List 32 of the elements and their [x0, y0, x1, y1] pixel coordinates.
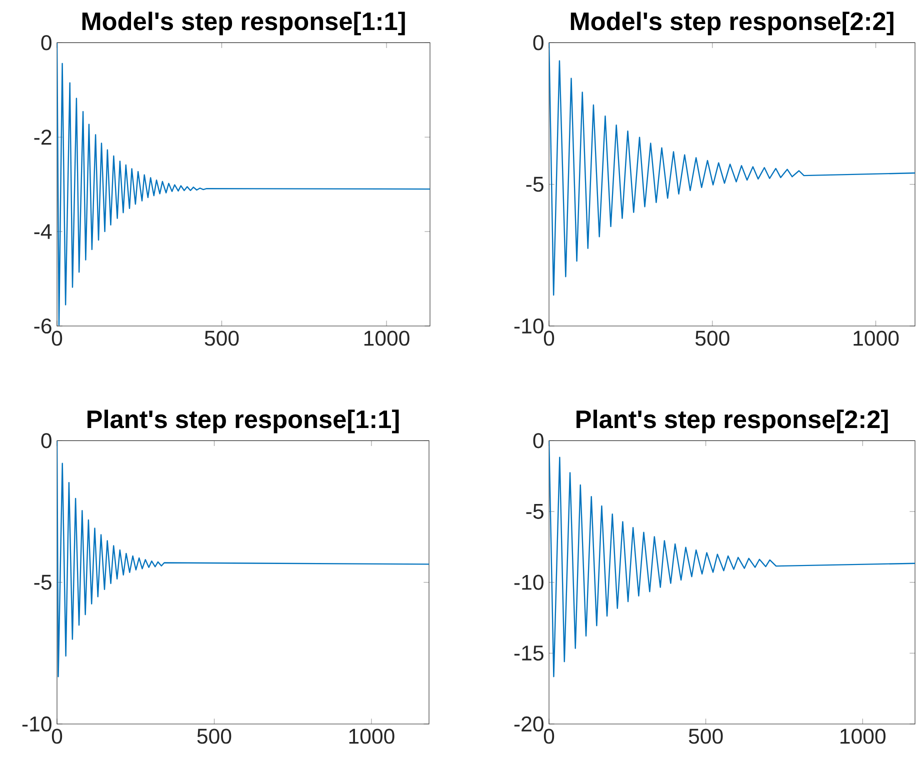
y-tick-label: 0	[533, 433, 544, 448]
x-tick-label: 0	[544, 330, 554, 346]
chart-title: Plant's step response[1:1]	[88, 410, 399, 434]
x-tick-label: 1000	[364, 330, 410, 346]
y-tick-label: -5	[526, 504, 544, 519]
chart-title: Plant's step response[2:2]	[576, 410, 888, 434]
y-tick-label: -4	[34, 224, 52, 239]
y-tick-label: 0	[41, 35, 52, 50]
y-tick-label: -10	[22, 716, 52, 732]
x-tick-label: 500	[695, 330, 730, 346]
y-tick-label: -10	[514, 574, 544, 590]
y-tick-label: -6	[34, 318, 52, 334]
x-tick-label: 0	[52, 330, 62, 346]
chart-title: Model's step response[2:2]	[570, 12, 894, 36]
chart-title: Model's step response[1:1]	[82, 12, 405, 36]
y-tick-label: -15	[514, 646, 544, 661]
y-tick-label: 0	[41, 433, 52, 448]
x-tick-label: 0	[52, 728, 62, 744]
x-tick-label: 1000	[854, 330, 899, 346]
y-tick-label: -20	[514, 716, 544, 732]
x-tick-label: 500	[197, 728, 232, 744]
x-tick-label: 1000	[840, 728, 886, 744]
y-tick-label: -5	[34, 574, 52, 590]
y-tick-label: 0	[533, 35, 544, 50]
y-tick-label: -2	[34, 130, 52, 145]
x-tick-label: 1000	[349, 728, 394, 744]
x-tick-label: 500	[688, 728, 723, 744]
x-tick-label: 0	[544, 728, 554, 744]
y-tick-label: -10	[514, 318, 544, 334]
x-tick-label: 500	[204, 330, 239, 346]
line-series	[57, 42, 430, 326]
y-tick-label: -5	[526, 176, 544, 192]
